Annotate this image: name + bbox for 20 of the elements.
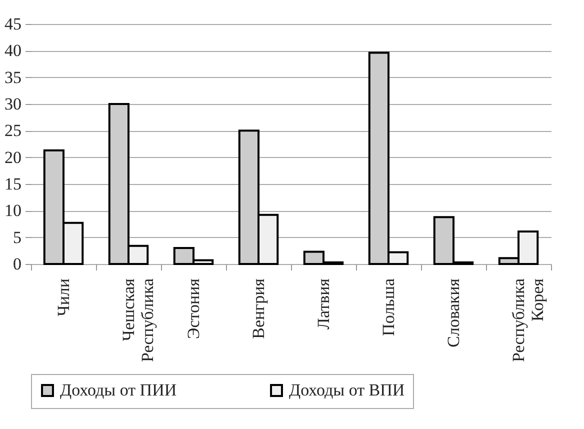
y-tick-label: 0: [13, 254, 22, 274]
y-tick-label: 35: [4, 68, 22, 87]
x-tick-label: Республика Корея: [509, 278, 547, 362]
x-tick-label: Словакия: [444, 278, 463, 348]
x-tick-label: Венгрия: [249, 278, 268, 339]
y-tick-label: 20: [4, 148, 22, 167]
y-tick-label: 15: [4, 174, 22, 194]
legend-label: Доходы от ВПИ: [289, 380, 405, 400]
x-tick-label: Эстония: [184, 278, 203, 339]
x-tick-label: Польша: [379, 278, 398, 336]
y-tick-label: 45: [4, 14, 22, 34]
y-tick-label: 10: [4, 201, 22, 220]
y-tick-label: 30: [4, 94, 22, 114]
x-tick-label: Чешская Республика: [119, 278, 157, 362]
y-tick-label: 40: [4, 41, 22, 60]
y-tick-label: 5: [13, 228, 22, 247]
x-tick-label: Латвия: [314, 278, 333, 330]
legend-label: Доходы от ПИИ: [60, 380, 177, 400]
y-tick-label: 25: [4, 121, 22, 140]
x-tick-label: Чили: [54, 278, 73, 316]
